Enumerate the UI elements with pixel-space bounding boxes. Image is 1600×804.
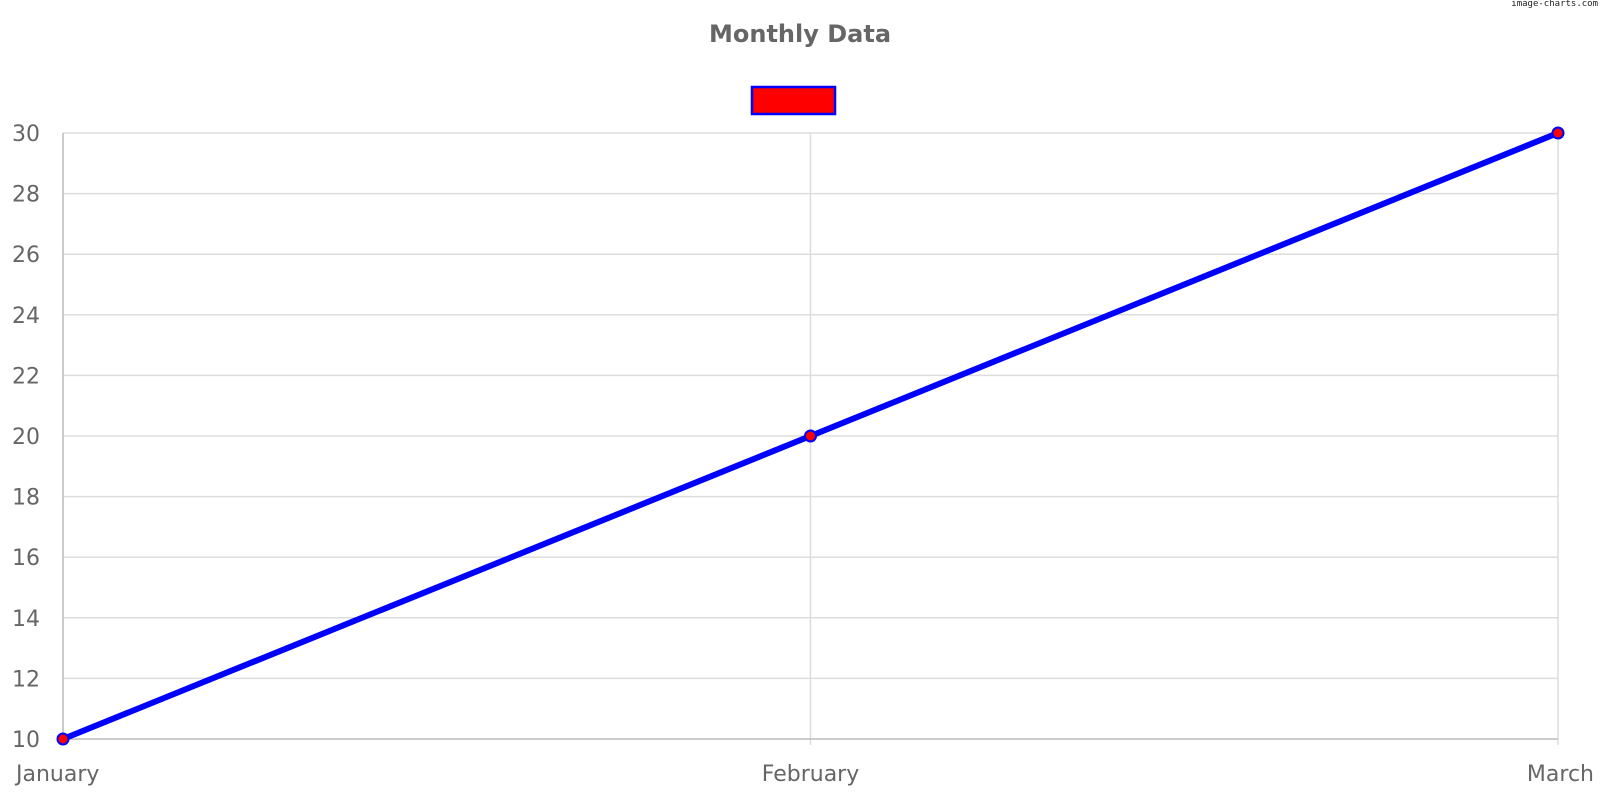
y-tick-label: 28 (12, 183, 40, 208)
data-point (56, 732, 70, 746)
y-tick-label: 26 (12, 243, 40, 268)
labels: 10 12 14 16 18 20 22 24 26 28 30 January February Mar… (12, 122, 1594, 787)
x-tick-label: March (1527, 762, 1594, 787)
data-point (1551, 126, 1565, 140)
y-tick-label: 20 (12, 425, 40, 450)
y-tick-label: 18 (12, 486, 40, 511)
chart-title: Monthly Data (709, 20, 891, 48)
y-tick-label: 12 (12, 667, 40, 692)
y-tick-label: 30 (12, 122, 40, 147)
axes (57, 133, 1558, 745)
y-tick-label: 14 (12, 607, 40, 632)
legend-swatch[interactable] (750, 85, 837, 116)
data-point (804, 429, 817, 443)
y-tick-label: 22 (12, 364, 40, 389)
series (56, 126, 1565, 746)
y-tick-label: 24 (12, 304, 40, 329)
y-tick-label: 16 (12, 546, 40, 571)
watermark: image-charts.com (1511, 0, 1598, 9)
y-tick-label: 10 (12, 728, 40, 753)
x-tick-label: February (762, 762, 860, 787)
x-tick-label: January (14, 762, 99, 787)
